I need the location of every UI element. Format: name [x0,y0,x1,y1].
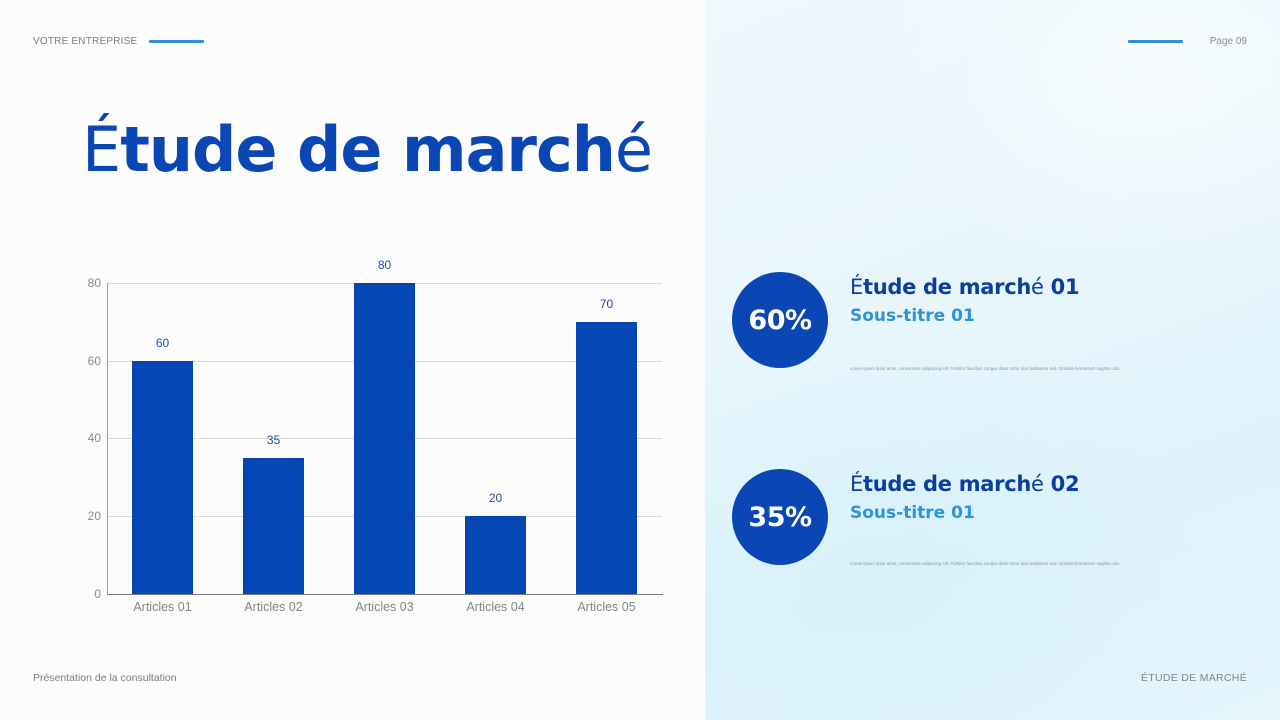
title-number: 02 [1043,472,1080,496]
title-accent-letter: é [1031,472,1044,496]
title-accent-letter: é [1031,275,1044,299]
bar-value-label: 60 [155,335,170,350]
x-axis [107,594,663,595]
title-number: 01 [1043,275,1080,299]
bar [465,516,526,594]
stat-body: Lorem ipsum dolor amet, consectetur adip… [850,366,1120,371]
y-axis [107,283,108,594]
title-middle: tude de march [862,472,1032,496]
x-tick-label: Articles 04 [466,600,525,614]
bar [354,283,415,594]
title-first-letter: É [82,113,121,186]
x-tick-label: Articles 02 [244,600,303,614]
bar-value-label: 70 [599,296,614,311]
title-first-letter: É [850,275,863,299]
y-tick: 0 [94,587,101,601]
header-left: VOTRE ENTREPRISE [33,36,205,47]
y-tick: 80 [87,276,101,290]
y-tick: 20 [87,509,101,523]
header-right: Page 09 [1127,36,1247,47]
x-tick-label: Articles 01 [133,600,192,614]
footer-left: Présentation de la consultation [33,672,177,684]
percent-circle: 35% [732,469,828,565]
stat-subtitle: Sous-titre 01 [850,503,975,523]
page-title: Étude de marché [82,113,653,186]
x-tick-label: Articles 05 [577,600,636,614]
x-tick-label: Articles 03 [355,600,414,614]
bar-value-label: 20 [488,491,503,506]
title-last-letter: é [614,113,653,186]
bar-value-label: 35 [266,432,281,447]
company-name: VOTRE ENTREPRISE [33,36,138,47]
stat-item-2: 35% Étude de marché 02 Sous-titre 01 Lor… [732,469,1232,579]
y-tick: 40 [87,431,101,445]
footer-right: ÉTUDE DE MARCHÉ [1140,672,1247,684]
title-middle: tude de march [862,275,1032,299]
title-middle: tude de march [120,113,616,186]
bar [132,360,193,594]
bar [243,457,304,594]
stat-subtitle: Sous-titre 01 [850,306,975,326]
bar [576,321,637,594]
bar-value-label: 80 [377,258,392,272]
stat-item-1: 60% Étude de marché 01 Sous-titre 01 Lor… [732,272,1232,382]
title-first-letter: É [850,472,863,496]
stat-title: Étude de marché 02 [850,472,1080,496]
accent-line [1127,40,1183,43]
percent-circle: 60% [732,272,828,368]
page-number: Page 09 [1209,36,1247,47]
bar-chart: 80 60 40 20 0 60 Articles 01 35 Articles 02… [87,258,663,614]
stat-body: Lorem ipsum dolor amet, consectetur adip… [850,561,1120,566]
accent-line [149,40,205,43]
y-tick: 60 [87,354,101,368]
stat-title: Étude de marché 01 [850,275,1080,299]
